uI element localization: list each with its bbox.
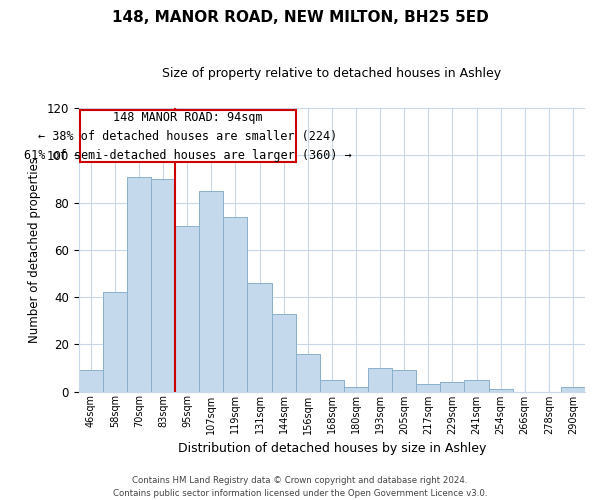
Bar: [151, 179, 175, 392]
X-axis label: Distribution of detached houses by size in Ashley: Distribution of detached houses by size …: [178, 442, 486, 455]
Y-axis label: Number of detached properties: Number of detached properties: [28, 157, 41, 343]
Bar: [320, 380, 344, 392]
Bar: [247, 283, 272, 392]
Bar: [199, 190, 223, 392]
Bar: [440, 382, 464, 392]
Bar: [488, 389, 512, 392]
Bar: [416, 384, 440, 392]
Bar: [127, 176, 151, 392]
Bar: [223, 216, 247, 392]
Bar: [561, 387, 585, 392]
Bar: [80, 110, 296, 162]
Bar: [272, 314, 296, 392]
Title: Size of property relative to detached houses in Ashley: Size of property relative to detached ho…: [162, 68, 502, 80]
Bar: [392, 370, 416, 392]
Bar: [344, 387, 368, 392]
Text: 148, MANOR ROAD, NEW MILTON, BH25 5ED: 148, MANOR ROAD, NEW MILTON, BH25 5ED: [112, 10, 488, 25]
Bar: [79, 370, 103, 392]
Text: 148 MANOR ROAD: 94sqm
← 38% of detached houses are smaller (224)
61% of semi-det: 148 MANOR ROAD: 94sqm ← 38% of detached …: [24, 111, 352, 162]
Bar: [368, 368, 392, 392]
Text: Contains HM Land Registry data © Crown copyright and database right 2024.
Contai: Contains HM Land Registry data © Crown c…: [113, 476, 487, 498]
Bar: [464, 380, 488, 392]
Bar: [103, 292, 127, 392]
Bar: [175, 226, 199, 392]
Bar: [296, 354, 320, 392]
